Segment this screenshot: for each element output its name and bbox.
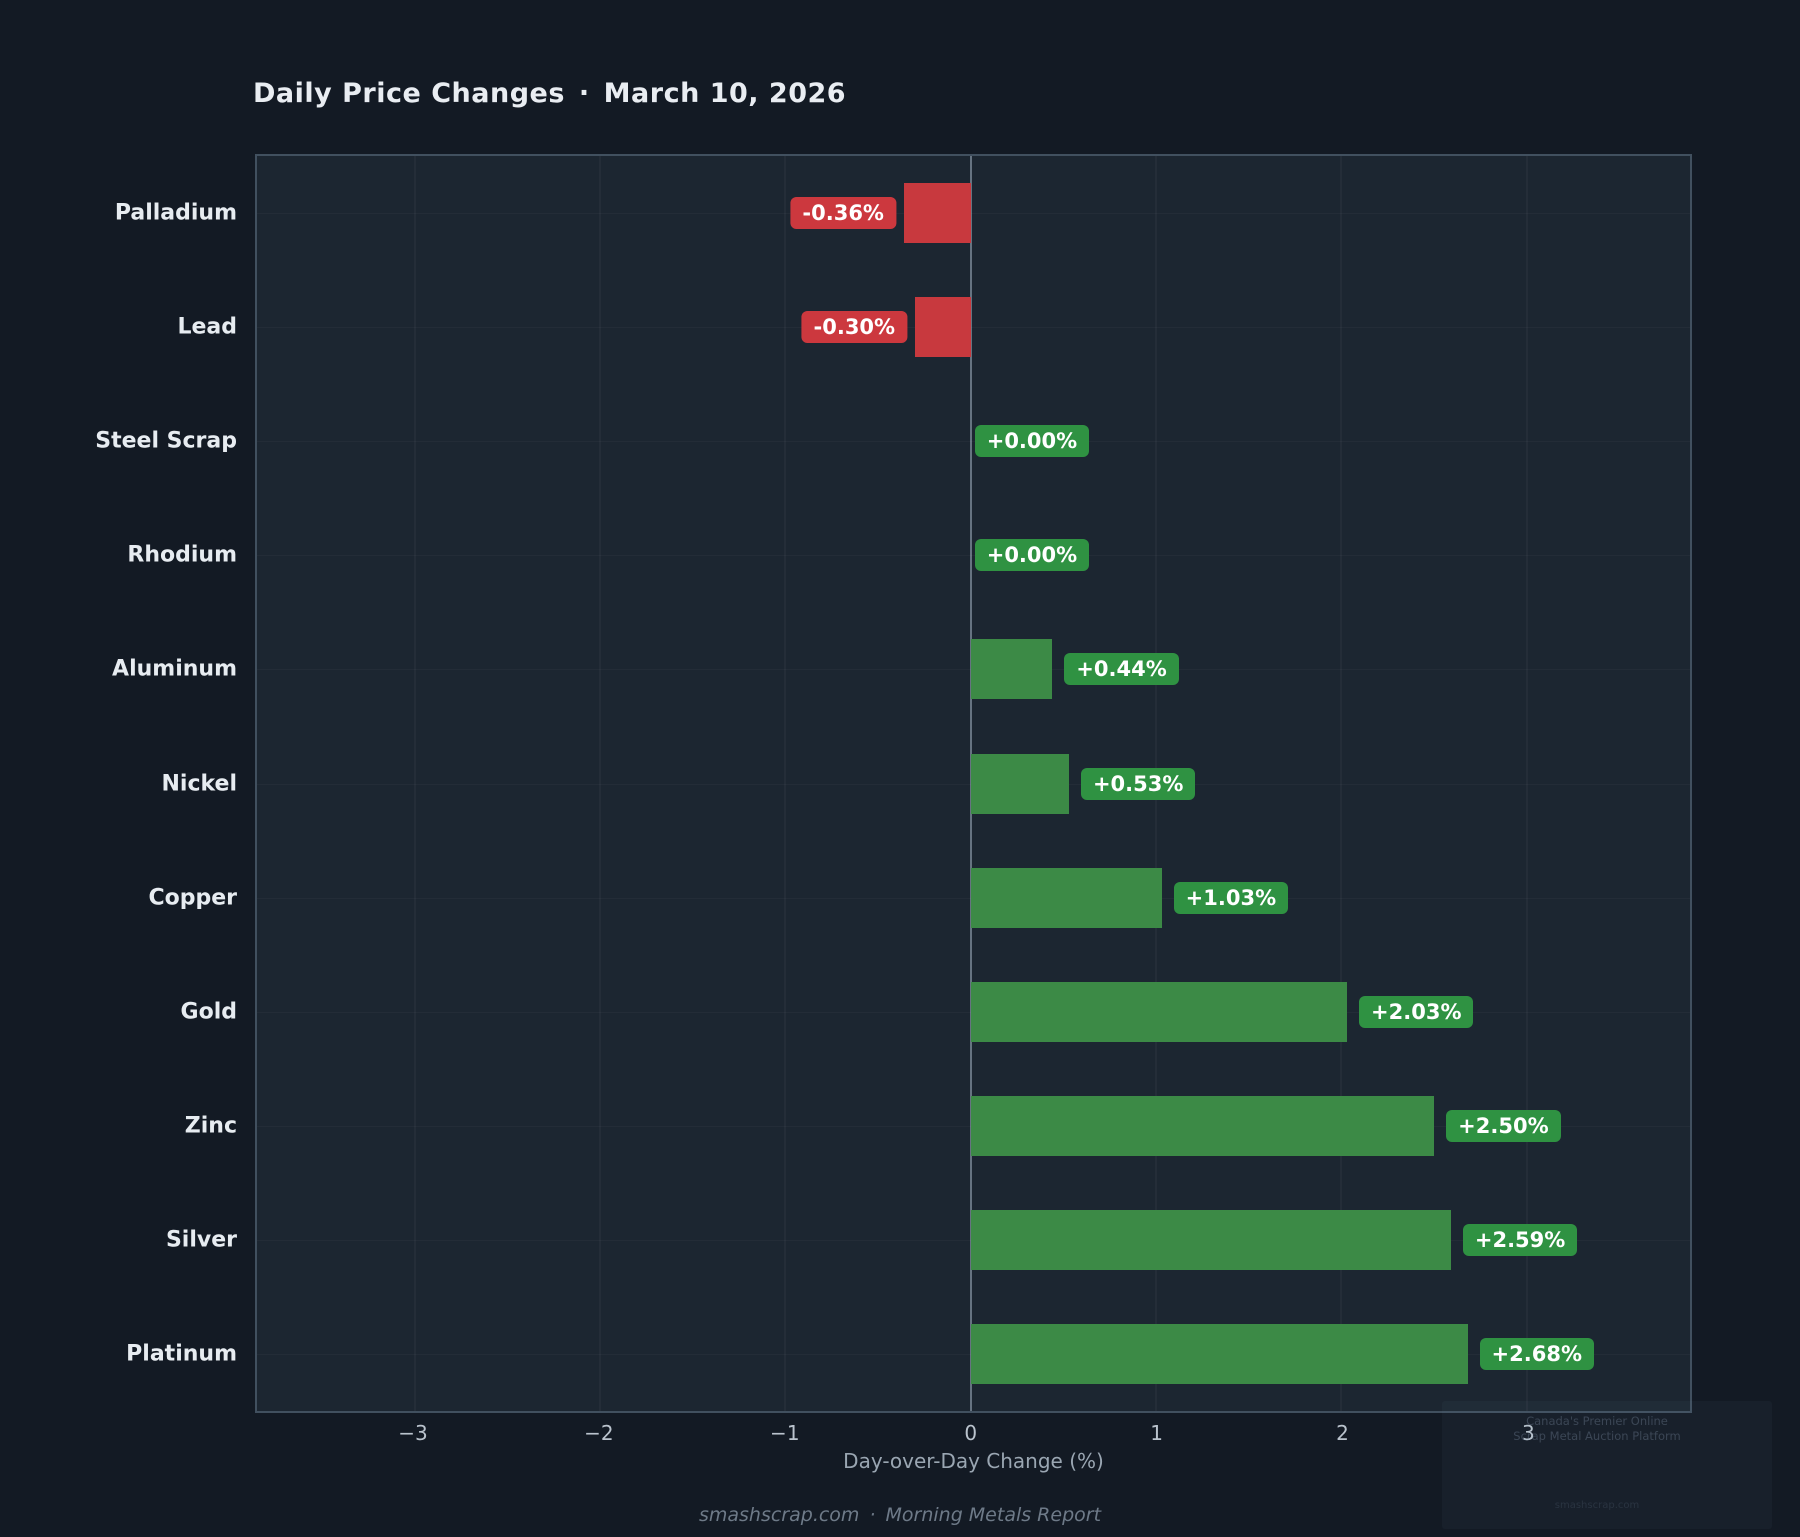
- category-label: Silver: [165, 1227, 237, 1253]
- category-label: Rhodium: [127, 542, 237, 568]
- bar-row: Nickel +0.53%: [162, 726, 1690, 840]
- x-tick-label: −3: [398, 1421, 428, 1445]
- value-badge: +1.03%: [1173, 881, 1289, 914]
- watermark-brand: smashscrap.com: [1554, 1500, 1640, 1511]
- bar-row: Rhodium +0.00%: [127, 498, 1690, 612]
- bar-positive: [970, 1209, 1451, 1270]
- bar-row: Platinum +2.68%: [126, 1297, 1690, 1411]
- chart-title-date: March 10, 2026: [603, 78, 847, 109]
- watermark-text: Canada's Premier Online Scrap Metal Auct…: [1513, 1414, 1680, 1444]
- watermark-line2: Scrap Metal Auction Platform: [1513, 1429, 1681, 1443]
- bar-row: Zinc +2.50%: [185, 1069, 1690, 1183]
- category-label: Gold: [180, 999, 237, 1025]
- footer: smashscrap.com · Morning Metals Report: [0, 1504, 1800, 1526]
- axes: Palladium -0.36% Lead -0.30% Steel Scrap +0.0…: [95, 154, 1692, 1413]
- x-tick-label: 1: [1150, 1421, 1163, 1445]
- value-badge: +2.03%: [1359, 995, 1474, 1028]
- x-tick-label: −1: [770, 1421, 800, 1445]
- category-label: Platinum: [126, 1341, 237, 1367]
- bar-negative: [903, 183, 971, 244]
- category-label: Nickel: [161, 771, 238, 797]
- bar-positive: [970, 1323, 1468, 1384]
- bar-positive: [970, 981, 1348, 1042]
- chart-title: Daily Price Changes · March 10, 2026: [253, 78, 846, 109]
- chart-title-text: Daily Price Changes: [253, 78, 565, 109]
- category-label: Aluminum: [112, 656, 237, 682]
- bar-positive: [970, 639, 1053, 700]
- category-label: Palladium: [114, 200, 237, 226]
- x-tick-label: 3: [1522, 1421, 1535, 1445]
- title-separator: ·: [578, 78, 590, 109]
- category-label: Copper: [148, 885, 237, 911]
- footer-separator: ·: [869, 1504, 876, 1526]
- bar-row: Steel Scrap +0.00%: [95, 384, 1690, 498]
- bar-row: Copper +1.03%: [148, 841, 1690, 955]
- bar-positive: [970, 753, 1069, 814]
- watermark-overlay: [1442, 1401, 1772, 1529]
- footer-source: smashscrap.com: [698, 1504, 860, 1526]
- x-tick-label: −2: [584, 1421, 614, 1445]
- bar-row: Palladium -0.36%: [115, 156, 1690, 270]
- category-label: Lead: [177, 314, 237, 340]
- value-badge: +0.53%: [1080, 767, 1196, 800]
- value-badge: +2.68%: [1479, 1337, 1594, 1370]
- value-badge: -0.30%: [801, 311, 908, 344]
- bar-negative: [915, 297, 971, 358]
- category-label: Steel Scrap: [95, 428, 237, 454]
- rows: Palladium -0.36% Lead -0.30% Steel Scrap +0.0…: [95, 156, 1690, 1411]
- bar-row: Silver +2.59%: [166, 1183, 1690, 1297]
- bar-row: Aluminum +0.44%: [112, 612, 1690, 726]
- value-badge: +0.00%: [974, 425, 1090, 458]
- bar-positive: [970, 1095, 1435, 1156]
- bar-row: Gold +2.03%: [181, 955, 1690, 1069]
- x-axis-ticks: −3 −2 −1 0 1 2 3: [255, 1421, 1692, 1447]
- value-badge: +2.59%: [1462, 1223, 1578, 1256]
- x-tick-label: 0: [964, 1421, 978, 1445]
- bar-row: Lead -0.30%: [177, 270, 1690, 384]
- footer-report: Morning Metals Report: [885, 1504, 1102, 1526]
- value-badge: -0.36%: [790, 197, 896, 230]
- value-badge: +0.00%: [974, 539, 1090, 572]
- value-badge: +0.44%: [1064, 653, 1179, 686]
- x-axis-label: Day-over-Day Change (%): [843, 1449, 1104, 1473]
- value-badge: +2.50%: [1446, 1109, 1561, 1142]
- watermark-line1: Canada's Premier Online: [1526, 1414, 1668, 1428]
- category-label: Zinc: [184, 1113, 237, 1139]
- x-tick-label: 2: [1336, 1421, 1349, 1445]
- bar-positive: [970, 867, 1162, 928]
